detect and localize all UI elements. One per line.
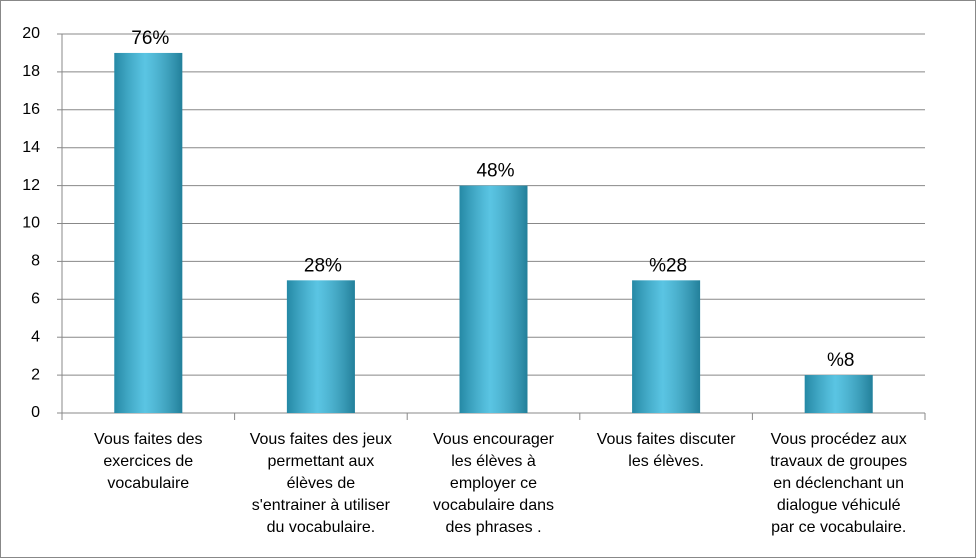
x-tick-label: Vous procédez aux	[771, 431, 907, 448]
x-tick-label: s'entrainer à utiliser	[252, 497, 391, 514]
x-tick-label: élèves de	[287, 475, 356, 492]
x-tick-label: les élèves à	[451, 453, 536, 470]
x-tick-label: en déclenchant un	[773, 475, 904, 492]
x-tick-label: travaux de groupes	[770, 453, 907, 470]
x-tick-label: par ce vocabulaire.	[771, 519, 906, 536]
x-tick-label: employer ce	[450, 475, 537, 492]
x-tick-label: des phrases .	[445, 519, 541, 536]
x-tick-label: dialogue véhiculé	[777, 497, 901, 514]
bar-shade	[632, 280, 701, 413]
x-tick-label: vocabulaire dans	[433, 497, 554, 514]
x-tick-label: Vous faites discuter	[597, 431, 736, 448]
data-label: 28%	[304, 255, 342, 276]
x-tick-label: Vous encourager	[433, 431, 555, 448]
y-tick-label: 14	[22, 139, 40, 156]
y-tick-label: 8	[31, 253, 40, 270]
y-tick-label: 10	[22, 215, 40, 232]
y-tick-label: 16	[22, 101, 40, 118]
x-tick-label: permettant aux	[268, 453, 375, 470]
y-tick-label: 12	[22, 177, 40, 194]
y-tick-label: 20	[22, 25, 40, 42]
y-tick-label: 0	[31, 404, 40, 421]
y-tick-label: 4	[31, 328, 40, 345]
data-label: %28	[649, 255, 687, 276]
y-tick-label: 2	[31, 366, 40, 383]
data-label: 48%	[476, 161, 514, 182]
x-tick-label: Vous faites des	[94, 431, 203, 448]
bar-shade	[114, 52, 183, 413]
x-tick-label: les élèves.	[628, 453, 704, 470]
x-tick-label: exercices de	[103, 453, 193, 470]
data-label: %8	[827, 350, 854, 371]
bar-shade	[804, 375, 873, 413]
x-tick-label: vocabulaire	[107, 475, 189, 492]
data-label: 76%	[131, 28, 169, 49]
y-tick-label: 18	[22, 63, 40, 80]
bar-shade	[459, 185, 528, 413]
x-tick-label: du vocabulaire.	[267, 519, 376, 536]
x-tick-label: Vous faites des jeux	[250, 431, 392, 448]
y-tick-label: 6	[31, 291, 40, 308]
bar-shade	[286, 280, 355, 413]
